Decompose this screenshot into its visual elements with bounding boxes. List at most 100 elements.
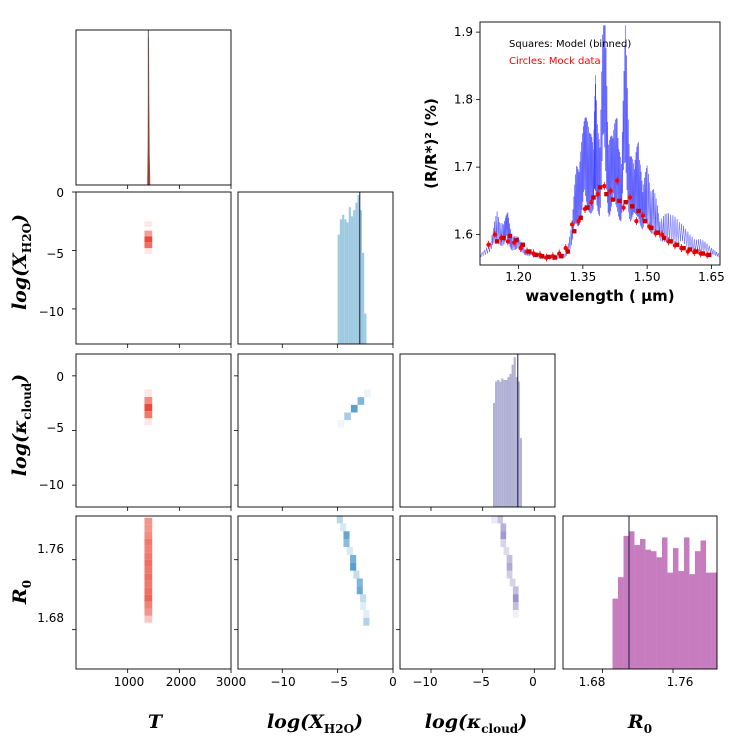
spectrum-binned-square-11: [565, 249, 571, 254]
spectrum-xlabel: wavelength ( μm): [525, 287, 674, 305]
K_vs_T-frame: [75, 353, 232, 508]
spectrum-binned-square-24: [649, 225, 654, 231]
R_vs_T-cell-2: [144, 531, 153, 539]
spectrum-binned-square-19: [617, 198, 622, 204]
y-tick-k-0: 0: [56, 370, 64, 384]
R_vs_T-cell-11: [144, 594, 153, 602]
R_vs_X-cell-6: [350, 562, 357, 571]
R_hist-bar-18: [711, 572, 718, 669]
ylabel-log-k: log(κcloud): [9, 374, 34, 476]
panels-layer: 1.20 1.35 1.50 1.65 1.6 1.7 1.8 1.9 Squares: Mod…: [72, 21, 725, 673]
X_hist-bar-1: [339, 219, 343, 344]
spectrum-binned-square-2: [507, 233, 513, 239]
spectrum-binned-square-23: [642, 218, 648, 224]
y-tick-k-neg5: −5: [46, 421, 64, 435]
X_hist-bg: [238, 192, 393, 344]
K_hist-bar-9: [511, 364, 514, 507]
R_vs_K-cell-0: [491, 515, 497, 524]
spectrum-data-point-19: [608, 188, 613, 193]
spectrum-binned-square-28: [674, 242, 680, 247]
R_vs_X-cell-12: [363, 609, 370, 618]
spectrum-binned-square-14: [584, 205, 590, 210]
R_vs_K-cell-5: [503, 547, 510, 555]
spectrum-ylabel: (R/R*)² (%): [422, 98, 440, 189]
xlabel-t: T: [148, 711, 164, 733]
spectrum-bg: [480, 22, 720, 265]
K_hist-bar-7: [507, 376, 510, 507]
X_hist-bar-12: [364, 313, 367, 344]
K_vs_X-cell-1: [344, 412, 351, 421]
K_hist-bar-1: [495, 381, 498, 507]
X_vs_T-cell-0: [144, 221, 153, 228]
R_vs_T-cell-1: [144, 524, 153, 532]
spectrum-data-point-27: [659, 232, 665, 237]
K_hist-bg: [400, 354, 555, 507]
R_vs_K-cell-13: [512, 609, 519, 618]
x-tick-t-1000: 1000: [114, 675, 145, 689]
R_vs_X-cell-5: [350, 554, 357, 563]
R_hist-bar-9: [661, 537, 668, 669]
spectrum-data-point-1: [492, 232, 498, 237]
spectrum-binned-square-31: [694, 249, 699, 254]
R_vs_K-cell-8: [506, 570, 513, 579]
y-tick-labels: 0 −5 −10 0 −5 −10 1.76 1.68: [37, 186, 64, 625]
spectrum-legend-circles: Circles: Mock data: [509, 56, 601, 67]
y-tick-r-176: 1.76: [37, 542, 64, 556]
R_vs_K-cell-6: [506, 554, 513, 563]
spectrum-binned-square-5: [527, 249, 532, 254]
R_vs_T-cell-12: [144, 601, 153, 609]
X_hist-bar-6: [350, 216, 354, 344]
R_vs_X-cell-9: [356, 586, 363, 595]
X_hist-bar-11: [362, 252, 365, 344]
y-tick-x-0: 0: [56, 186, 64, 200]
x-tick-k-neg10: −10: [412, 675, 437, 689]
K_vs_X-frame: [237, 353, 394, 508]
spectrum-binned-square-6: [533, 252, 538, 258]
spectrum-xtick-label-3: 1.65: [698, 270, 725, 284]
R_hist-bar-2: [623, 535, 630, 669]
K_hist-bar-8: [509, 373, 512, 507]
x-tick-k-0: 0: [529, 675, 537, 689]
R_vs_T-cell-8: [144, 573, 153, 581]
spectrum-binned-square-8: [546, 254, 551, 260]
spectrum-data-point-13: [569, 222, 575, 227]
K_vs_X-cell-0: [337, 420, 345, 428]
X_vs_T-cell-3: [144, 242, 153, 249]
spectrum-binned-square-21: [629, 204, 635, 209]
ylabel-r0: R0: [9, 580, 34, 605]
K_vs_T-cell-3: [144, 411, 153, 419]
X_hist-bar-2: [342, 214, 345, 344]
spectrum-binned-square-9: [552, 255, 558, 260]
spectrum-data-point-17: [595, 191, 601, 197]
K_hist-bar-13: [519, 438, 522, 507]
y-tick-k-neg10: −10: [39, 478, 64, 492]
R_vs_X-cell-8: [356, 578, 363, 587]
R_vs_K-cell-3: [500, 531, 507, 540]
xlabel-log-k: log(κcloud): [425, 711, 527, 736]
X_hist-bar-5: [348, 207, 351, 344]
R_vs_K-cell-10: [512, 586, 519, 595]
spectrum-data-point-24: [640, 213, 646, 218]
x-tick-labels: 1000 2000 3000 −10 −5 0 −10 −5 0 1.68 1.…: [114, 675, 694, 689]
spectrum-ytick-label-0: 1.6: [454, 228, 473, 242]
R_vs_T-cell-5: [144, 552, 153, 560]
R_vs_T-cell-3: [144, 538, 153, 546]
spectrum-data-point-21: [621, 205, 626, 210]
spectrum-binned-square-13: [578, 215, 583, 220]
K_hist-bar-5: [503, 380, 506, 507]
spectrum-data-point-18: [602, 183, 607, 189]
R_vs_X-cell-10: [360, 594, 367, 603]
R_hist-bar-5: [639, 538, 646, 669]
K_vs_X-cell-4: [364, 389, 371, 398]
R_hist-bar-16: [700, 540, 707, 669]
R_hist-bar-14: [689, 574, 696, 669]
spectrum-data-point-16: [589, 200, 594, 205]
R_vs_X-cell-11: [360, 602, 367, 610]
R_hist-bar-0: [612, 598, 619, 669]
spectrum-binned-square-25: [655, 230, 661, 235]
K_hist-bar-0: [493, 402, 496, 507]
ylabel-log-x: log(XH2O): [9, 214, 34, 310]
R_hist-bar-4: [634, 545, 641, 669]
x-tick-t-3000: 3000: [216, 675, 247, 689]
